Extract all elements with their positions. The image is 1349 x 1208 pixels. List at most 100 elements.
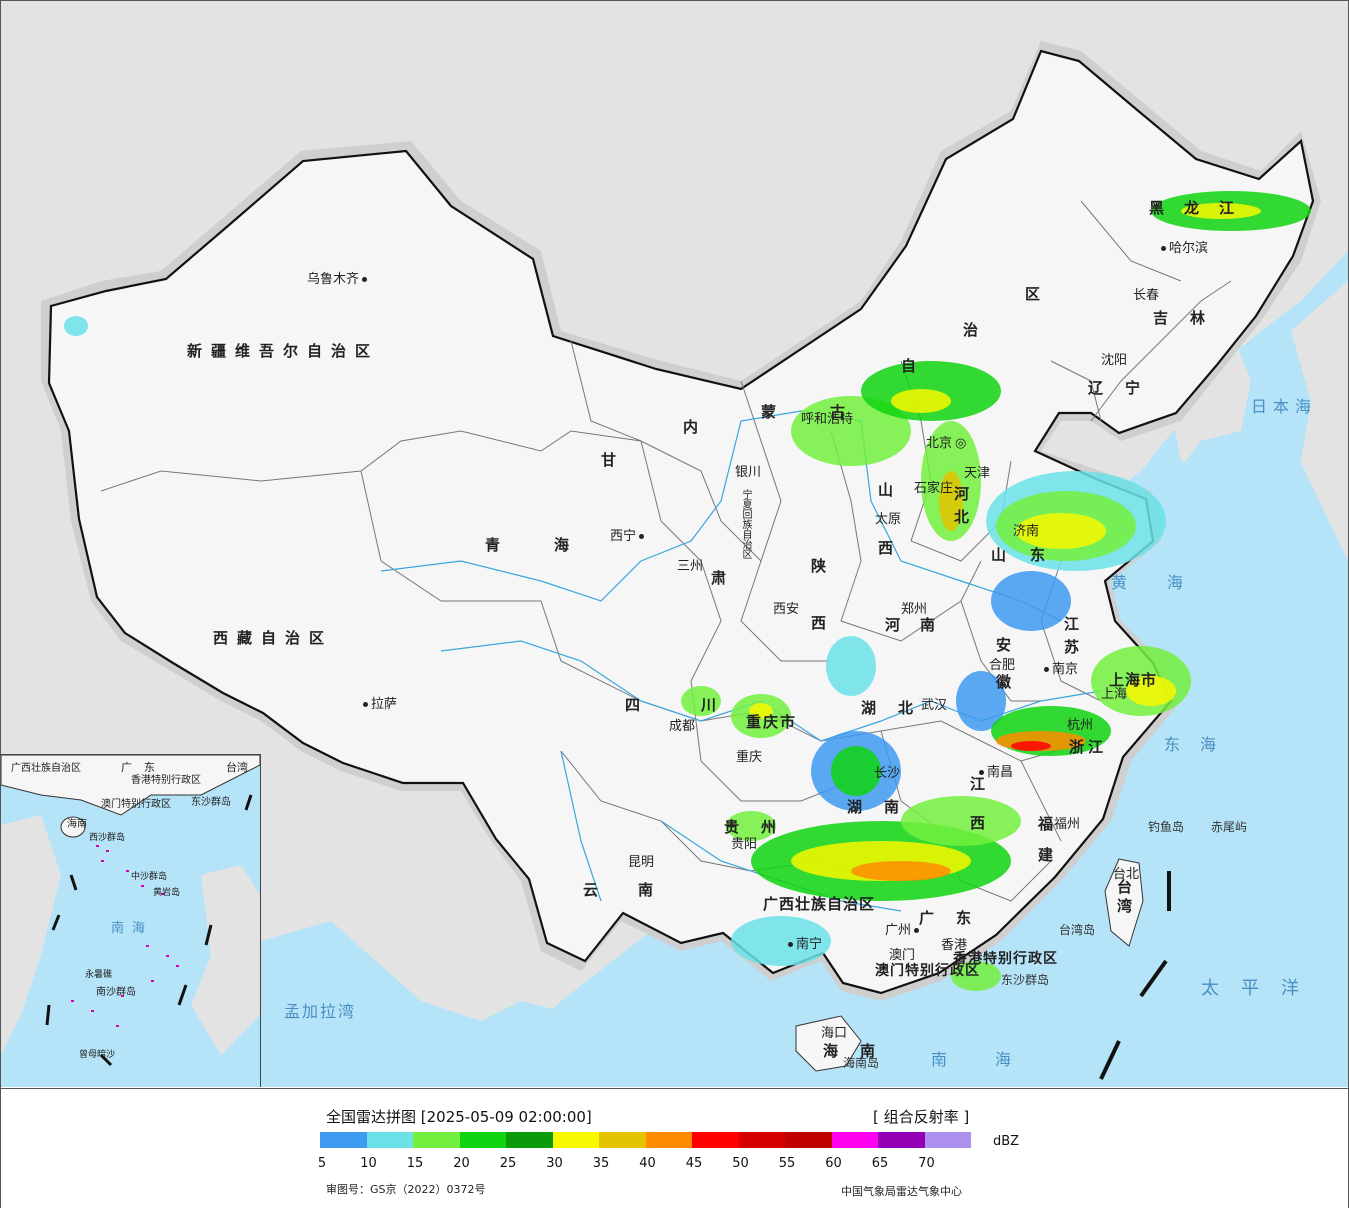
- place-jinan: 济南: [1013, 520, 1039, 539]
- place-harbin: 哈尔滨: [1161, 237, 1208, 256]
- region-taiwan: 台湾: [1115, 879, 1133, 917]
- scale-tick: 45: [685, 1156, 703, 1171]
- inset-label-hk: 香港特别行政区: [131, 775, 201, 786]
- legend-ticks: 5 10 15 20 25 30 35 40 45 50 55 60 65 70: [317, 1156, 1020, 1174]
- scale-tick: 5: [317, 1156, 327, 1171]
- place-taiyuan: 太原: [875, 508, 901, 527]
- island-hainan: 海南岛: [843, 1056, 880, 1070]
- place-label: 成都: [669, 719, 696, 734]
- scale-tick: 65: [871, 1156, 889, 1171]
- place-label: 济南: [1013, 524, 1040, 539]
- place-lhasa: 拉萨: [363, 693, 397, 712]
- place-wuhan: 武汉: [921, 694, 947, 713]
- region-shaanxi: 陕: [811, 557, 836, 575]
- place-label: 郑州: [901, 602, 928, 617]
- region-chongqing: 重庆市: [746, 713, 798, 731]
- sea-yellow: 黄海: [1111, 573, 1224, 592]
- color-swatch: [320, 1132, 367, 1148]
- color-swatch: [413, 1132, 460, 1148]
- region-zhejiang: 浙江: [1069, 738, 1108, 756]
- city-dot: [362, 277, 368, 282]
- sea-japan: 日本海: [1251, 397, 1318, 416]
- region-henan: 河南: [885, 616, 956, 634]
- color-swatch: [506, 1132, 553, 1148]
- place-hohhot: 呼和浩特: [801, 408, 853, 427]
- color-swatch: [878, 1132, 925, 1148]
- region-anhui: 安徽: [994, 637, 1012, 711]
- legend-product: [ 组合反射率 ]: [873, 1108, 970, 1126]
- color-swatch: [599, 1132, 646, 1148]
- place-nanjing: 南京: [1044, 658, 1078, 677]
- region-neimenggu4: 治: [963, 321, 988, 339]
- region-shandong: 山东: [991, 546, 1070, 564]
- region-hunan: 湖南: [847, 798, 922, 816]
- place-label: 长沙: [874, 766, 901, 781]
- island-diaoyu: 钓鱼岛: [1148, 820, 1185, 834]
- inset-label-dongsha: 东沙群岛: [191, 797, 231, 808]
- region-shanxi2: 西: [878, 539, 903, 557]
- region-tibet: 西藏自治区: [213, 629, 334, 647]
- inset-label-guangxi: 广西壮族自治区: [11, 763, 81, 774]
- place-changsha: 长沙: [874, 762, 900, 781]
- place-label: 乌鲁木齐: [307, 272, 360, 287]
- sea-bengal: 孟加拉湾: [284, 1002, 357, 1021]
- region-guangxi: 广西壮族自治区: [763, 895, 876, 913]
- capital-icon: ◎: [955, 436, 967, 451]
- region-heilongjiang: 黑龙江: [1149, 199, 1255, 217]
- scale-tick: 35: [592, 1156, 610, 1171]
- region-shanxi: 山: [878, 481, 903, 499]
- place-chongqing: 重庆: [736, 746, 762, 765]
- region-yunnan: 云南: [583, 881, 694, 899]
- place-label: 武汉: [921, 698, 948, 713]
- place-xian: 西安: [773, 598, 799, 617]
- place-label: 银川: [735, 465, 762, 480]
- inset-label-huangyan: 黄岩岛: [153, 888, 181, 898]
- region-fujian: 福建: [1036, 816, 1054, 878]
- inset-islands: [71, 845, 179, 1027]
- scale-tick: 15: [406, 1156, 424, 1171]
- place-taipei: 台北: [1113, 863, 1139, 882]
- place-label: 沈阳: [1101, 353, 1128, 368]
- place-shenyang: 沈阳: [1101, 349, 1127, 368]
- region-guangdong: 广东: [919, 909, 994, 927]
- island-chiwei: 赤尾屿: [1211, 820, 1248, 834]
- island-dongsha: 东沙群岛: [1001, 973, 1050, 987]
- scale-tick: 55: [778, 1156, 796, 1171]
- region-jiangsu: 江苏: [1062, 616, 1080, 662]
- city-dot: [979, 770, 984, 775]
- inset-hainan: [60, 816, 86, 838]
- place-xining: 西宁: [610, 525, 645, 544]
- place-kunming: 昆明: [628, 851, 654, 870]
- place-hangzhou: 杭州: [1067, 714, 1093, 733]
- inset-land-north: [1, 755, 260, 816]
- city-dot: [788, 942, 793, 947]
- inset-label-xisha: 西沙群岛: [89, 833, 126, 843]
- city-dot: [639, 534, 645, 539]
- place-tianjin: 天津: [964, 462, 990, 481]
- place-label: 合肥: [989, 658, 1016, 673]
- region-hubei: 湖北: [861, 699, 936, 717]
- review-number: 审图号：GS京（2022）0372号: [326, 1183, 486, 1196]
- place-shanghai: 上海: [1101, 683, 1127, 702]
- inset-boundary: [45, 794, 253, 1067]
- place-guiyang: 贵阳: [731, 833, 757, 852]
- radar-map[interactable]: 乌鲁木齐 拉萨 西宁 三州 银川 呼和浩特 北京 ◎ 天津 石家庄 太原 西安 郑…: [1, 1, 1348, 1087]
- place-label: 太原: [875, 512, 902, 527]
- color-swatch: [552, 1132, 599, 1148]
- region-gansu: 甘: [601, 451, 626, 469]
- place-label: 南宁: [796, 937, 823, 952]
- place-hongkong: 香港: [941, 934, 967, 953]
- scale-tick: 70: [918, 1156, 935, 1171]
- inset-label-zengmu: 曾母暗沙: [79, 1050, 116, 1060]
- place-changchun: 长春: [1133, 284, 1159, 303]
- inset-label-guangdong: 广东: [121, 761, 167, 774]
- place-nanning: 南宁: [788, 933, 822, 952]
- place-zhengzhou: 郑州: [901, 598, 927, 617]
- maritime-boundary: [1099, 871, 1171, 1080]
- taiwan-island: [1104, 858, 1144, 947]
- south-china-sea-inset: 广西壮族自治区 广东 台湾 香港特别行政区 澳门特别行政区 东沙群岛 海南 西沙…: [1, 754, 261, 1087]
- inset-label-macau: 澳门特别行政区: [101, 799, 171, 810]
- region-neimenggu2: 蒙古: [761, 403, 900, 421]
- place-label: 石家庄: [914, 481, 954, 496]
- map-canvas: [1, 1, 1348, 1087]
